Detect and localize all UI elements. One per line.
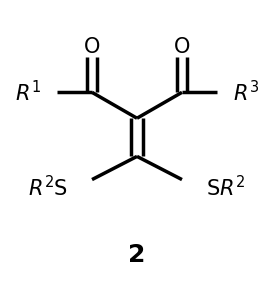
Text: O: O (84, 37, 100, 57)
Text: O: O (174, 37, 190, 57)
Text: $R^1$: $R^1$ (15, 80, 41, 105)
Text: S$R^2$: S$R^2$ (206, 175, 245, 200)
Text: $R^2$S: $R^2$S (28, 175, 68, 200)
Text: $R^3$: $R^3$ (233, 80, 259, 105)
Text: 2: 2 (128, 242, 146, 267)
